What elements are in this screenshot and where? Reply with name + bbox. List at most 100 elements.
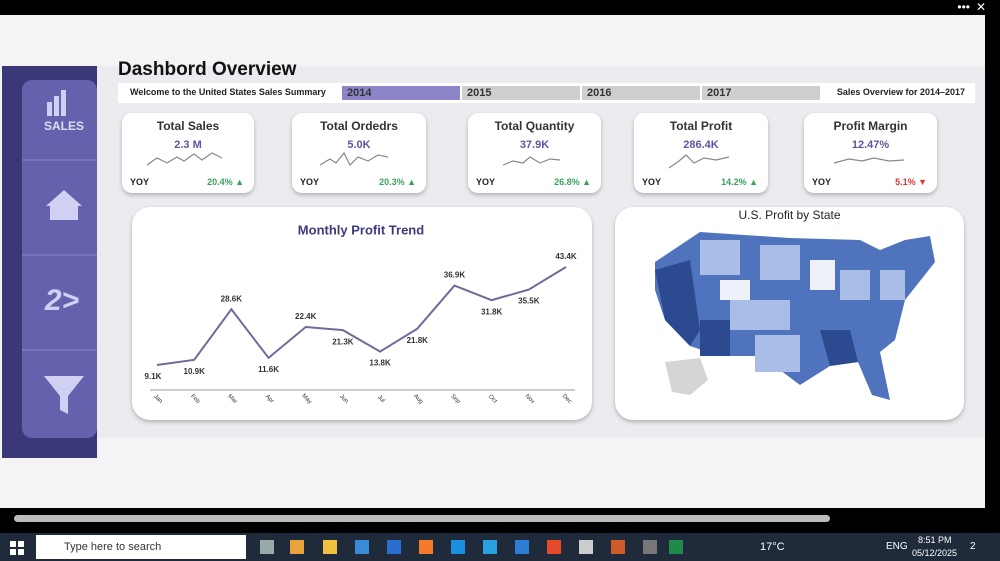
yoy-label: YOY — [300, 177, 320, 187]
x-tick-label: Jun — [338, 394, 349, 405]
search-box[interactable]: Type here to search — [36, 535, 246, 559]
profit-line — [156, 266, 567, 366]
sidebar-icons: SALES 2> — [22, 90, 97, 414]
language[interactable]: ENG — [886, 541, 908, 552]
sparkline — [319, 151, 389, 167]
year-tab[interactable]: 2014 — [342, 86, 460, 100]
app-icon[interactable] — [483, 540, 497, 554]
window-menu[interactable]: ••• — [957, 0, 970, 14]
taskbar: Type here to search 17°C ENG 8:51 PM 05/… — [0, 533, 1000, 561]
year-tab[interactable]: 2015 — [462, 86, 580, 100]
value-label: 36.9K — [444, 271, 466, 280]
x-tick-label: Dec — [561, 393, 573, 405]
kpi-card: Total Sales 2.3 M YOY 20.4% ▲ — [122, 113, 254, 193]
value-label: 10.9K — [184, 367, 206, 376]
kpi-value: 2.3 M — [174, 139, 202, 151]
arrow-icon[interactable]: 2> — [44, 284, 79, 317]
x-tick-label: Oct — [487, 394, 498, 405]
kpi-card: Total Profit 286.4K YOY 14.2% ▲ — [634, 113, 768, 193]
yoy-change: 26.8% ▲ — [554, 177, 591, 187]
kpi-card: Total Ordedrs 5.0K YOY 20.3% ▲ — [292, 113, 426, 193]
app-icon[interactable] — [260, 540, 274, 554]
window-close[interactable]: ✕ — [975, 0, 986, 14]
x-tick-label: Mar — [226, 394, 238, 406]
x-tick-label: May — [300, 393, 312, 405]
kpi-value: 12.47% — [851, 139, 890, 151]
kpi-value: 37.9K — [519, 139, 550, 151]
value-label: 9.1K — [145, 372, 162, 381]
clock-time[interactable]: 8:51 PM — [918, 535, 952, 545]
taskbar-apps — [260, 540, 683, 554]
logo-icon — [47, 90, 66, 116]
value-label: 28.6K — [221, 294, 243, 303]
x-tick-label: Feb — [189, 394, 201, 406]
app-icon[interactable] — [451, 540, 465, 554]
sparkline-path — [319, 151, 389, 167]
weather[interactable]: 17°C — [760, 541, 785, 553]
map-card — [615, 207, 964, 420]
year-tab[interactable]: 2017 — [702, 86, 820, 100]
value-label: 21.8K — [407, 336, 429, 345]
app-icon[interactable] — [323, 540, 337, 554]
app-icon[interactable] — [669, 540, 683, 554]
yoy-label: YOY — [476, 177, 496, 187]
notification-count[interactable]: 2 — [970, 541, 976, 552]
app-icon[interactable] — [387, 540, 401, 554]
app-icon[interactable] — [579, 540, 593, 554]
yoy-label: YOY — [642, 177, 662, 187]
value-label: 13.8K — [369, 359, 391, 368]
chart-title: Monthly Profit Trend — [298, 222, 424, 237]
sparkline-path — [833, 157, 905, 164]
app-icon[interactable] — [515, 540, 529, 554]
app-icon[interactable] — [419, 540, 433, 554]
app-icon[interactable] — [643, 540, 657, 554]
kpi-value: 286.4K — [683, 139, 719, 151]
kpi-label: Profit Margin — [833, 119, 908, 133]
app-icon[interactable] — [611, 540, 625, 554]
x-tick-label: Aug — [412, 393, 424, 405]
range-note: Sales Overview for 2014–2017 — [836, 87, 965, 97]
value-label: 11.6K — [258, 365, 279, 374]
yoy-label: YOY — [812, 177, 832, 187]
year-tab[interactable]: 2016 — [582, 86, 700, 100]
sparkline — [502, 156, 561, 166]
dashboard-title: Dashbord Overview — [118, 59, 297, 80]
x-tick-label: Jul — [376, 394, 386, 404]
yoy-change: 5.1% ▼ — [895, 177, 927, 187]
sparkline — [833, 157, 905, 164]
sparkline-path — [502, 156, 561, 166]
search-placeholder: Type here to search — [64, 541, 162, 553]
value-label: 21.3K — [332, 337, 354, 346]
map-title: U.S. Profit by State — [738, 208, 841, 222]
sparkline-path — [146, 152, 223, 166]
kpi-card: Total Quantity 37.9K YOY 26.8% ▲ — [468, 113, 601, 193]
chart-card — [132, 207, 592, 420]
sparkline — [668, 154, 730, 169]
sidebar: SALES 2> — [2, 66, 97, 458]
x-tick-label: Nov — [524, 393, 536, 405]
banner: Welcome to the United States Sales Summa… — [118, 83, 975, 103]
kpi-card: Profit Margin 12.47% YOY 5.1% ▼ — [804, 113, 937, 193]
kpi-label: Total Quantity — [494, 119, 575, 133]
home-icon[interactable] — [46, 190, 82, 220]
filter-icon[interactable] — [44, 376, 84, 414]
x-tick-label: Jan — [152, 394, 163, 405]
clock-date[interactable]: 05/12/2025 — [912, 548, 958, 558]
welcome-text: Welcome to the United States Sales Summa… — [130, 87, 326, 97]
app-icon[interactable] — [355, 540, 369, 554]
sparkline — [146, 152, 223, 166]
kpi-label: Total Ordedrs — [320, 119, 398, 133]
yoy-change: 14.2% ▲ — [721, 177, 758, 187]
start-button[interactable] — [10, 541, 24, 555]
app-icon[interactable] — [290, 540, 304, 554]
kpi-label: Total Sales — [156, 119, 220, 133]
kpi-label: Total Profit — [669, 119, 733, 133]
x-tick-label: Sep — [449, 393, 461, 405]
yoy-change: 20.3% ▲ — [379, 177, 416, 187]
value-label: 35.5K — [518, 297, 540, 306]
app-icon[interactable] — [547, 540, 561, 554]
scrollbar[interactable] — [14, 515, 830, 522]
yoy-change: 20.4% ▲ — [207, 177, 244, 187]
